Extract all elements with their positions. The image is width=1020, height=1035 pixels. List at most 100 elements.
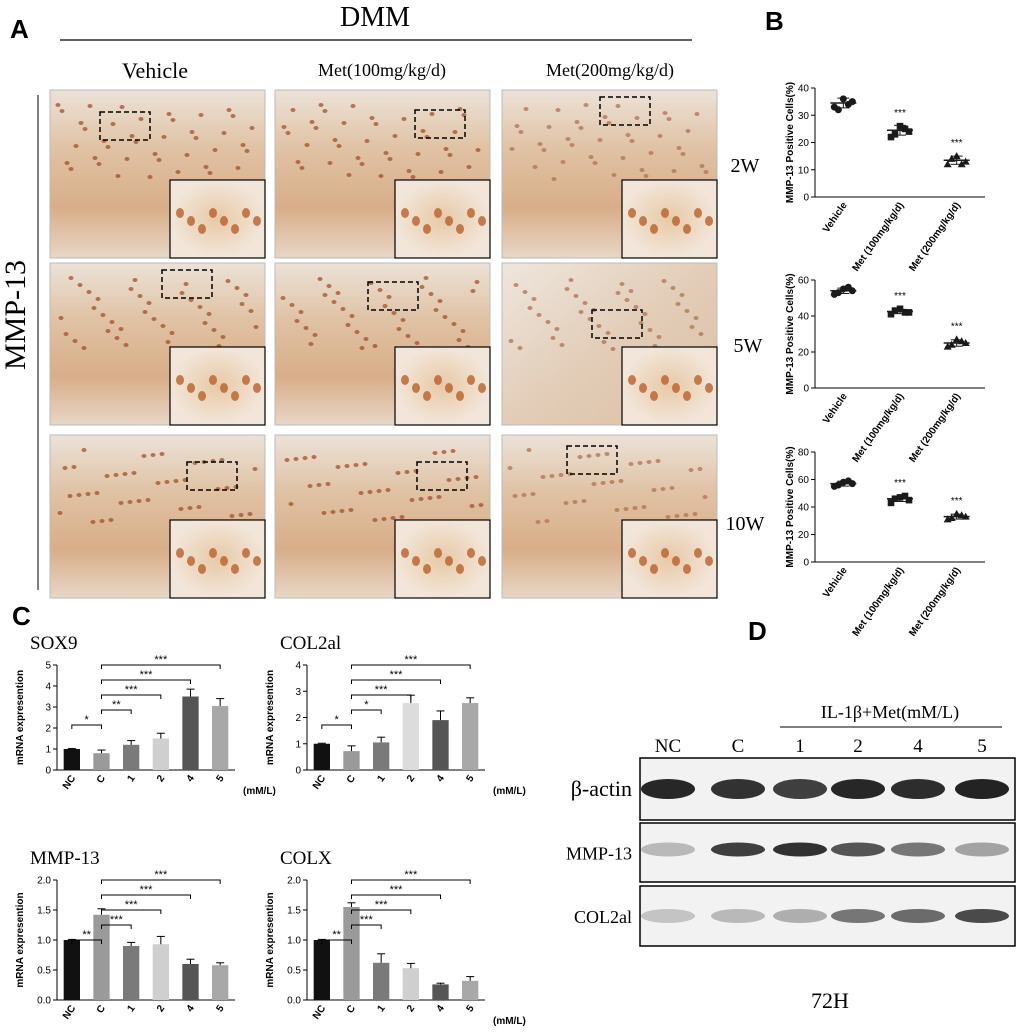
- cell: [62, 466, 68, 470]
- lane-label: 1: [795, 736, 805, 757]
- cell: [666, 117, 672, 121]
- cell: [113, 473, 119, 477]
- cell: [526, 448, 532, 452]
- cell: [196, 505, 202, 509]
- bar: [313, 940, 330, 1000]
- cell: [378, 174, 384, 178]
- x-tick-label: Met (200mg/kg/d): [907, 200, 963, 273]
- time-label: 72H: [811, 988, 849, 1013]
- point: [891, 131, 899, 138]
- cell: [90, 520, 96, 524]
- cell: [563, 501, 569, 505]
- bar: [182, 696, 199, 770]
- cell: [446, 478, 452, 482]
- point: [887, 499, 895, 507]
- cell: [450, 449, 456, 453]
- bracket: [71, 939, 102, 944]
- y-tick-label: 5: [45, 661, 51, 672]
- significance: ***: [951, 321, 963, 332]
- cell: [231, 564, 239, 574]
- cell: [187, 556, 195, 566]
- bar: [93, 914, 110, 1000]
- cell: [155, 481, 161, 485]
- cell: [443, 147, 449, 151]
- x-tick-label: 5: [464, 773, 476, 784]
- cell: [242, 208, 250, 218]
- blot: [639, 757, 1016, 821]
- x-tick-label: NC: [61, 773, 78, 791]
- cell: [331, 300, 337, 304]
- cell: [345, 323, 351, 327]
- panel-title: DMM: [340, 2, 410, 33]
- cell: [600, 481, 606, 485]
- chart-title: COL2al: [280, 633, 341, 654]
- cell: [661, 375, 669, 385]
- cell: [456, 391, 464, 401]
- inset: [169, 519, 266, 599]
- cell: [544, 519, 550, 523]
- cell: [578, 126, 584, 130]
- cell: [651, 488, 657, 492]
- cell: [166, 112, 172, 116]
- point: [887, 310, 895, 318]
- chart-title: MMP-13: [30, 848, 100, 869]
- cell: [350, 104, 356, 108]
- x-tick-label: 1: [375, 1003, 387, 1014]
- cell: [565, 137, 571, 141]
- cell: [549, 474, 555, 478]
- cell: [68, 167, 74, 171]
- bar: [152, 738, 169, 770]
- cell: [455, 477, 461, 481]
- cell: [372, 344, 378, 348]
- bracket: [351, 879, 471, 884]
- x-tick-label: 4: [435, 1003, 447, 1014]
- y-tick-label: 3: [295, 687, 301, 698]
- cell: [568, 278, 574, 282]
- cell: [578, 310, 584, 314]
- band: [955, 909, 1009, 923]
- bar: [462, 703, 479, 770]
- cell: [586, 454, 592, 458]
- cell: [160, 324, 166, 328]
- cell: [86, 290, 92, 294]
- significance: *: [85, 714, 90, 726]
- cell: [438, 170, 444, 174]
- inset: [169, 346, 266, 426]
- roi-box: [414, 109, 466, 139]
- cell: [85, 492, 91, 496]
- chart: 0.0 0.5 1.0 1.5 2.0 mRNA expresention NC C 1 2 4 5 M…: [15, 848, 235, 1022]
- cell: [702, 495, 708, 499]
- cell: [209, 375, 217, 385]
- cell: [560, 160, 566, 164]
- cell: [628, 208, 636, 218]
- panel-label: D: [748, 616, 767, 646]
- cell: [433, 308, 439, 312]
- cell: [537, 142, 543, 146]
- cell: [304, 143, 310, 147]
- time-label: 5W: [734, 335, 763, 357]
- x-tick-label: 2: [405, 773, 417, 784]
- cell: [595, 453, 601, 457]
- cell: [390, 516, 396, 520]
- cell: [170, 118, 176, 122]
- cell: [400, 318, 406, 322]
- x-tick-label: 5: [464, 1003, 476, 1014]
- cell: [341, 121, 347, 125]
- cell: [688, 468, 694, 472]
- significance: ***: [894, 108, 906, 119]
- y-tick-label: 1.0: [37, 936, 51, 947]
- cell: [81, 448, 87, 452]
- cell: [141, 454, 147, 458]
- bracket: [351, 709, 382, 714]
- cell: [132, 278, 138, 282]
- cell: [604, 452, 610, 456]
- bar: [373, 742, 390, 770]
- significance: ***: [110, 914, 124, 926]
- bracket: [101, 909, 162, 914]
- cell: [187, 216, 195, 226]
- cell: [311, 455, 317, 459]
- cell: [523, 107, 529, 111]
- cell: [583, 103, 589, 107]
- blot-label: β-actin: [571, 776, 632, 801]
- cell: [78, 121, 84, 125]
